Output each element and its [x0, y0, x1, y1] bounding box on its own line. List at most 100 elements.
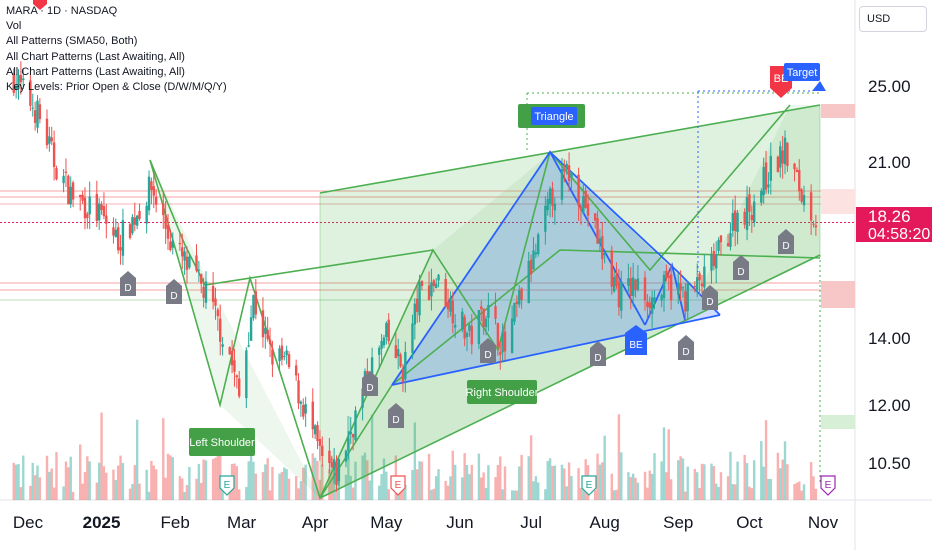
candle — [748, 194, 751, 212]
volume-bar — [601, 462, 604, 500]
candle — [387, 319, 390, 342]
candle — [686, 283, 689, 312]
candle — [332, 459, 336, 470]
volume-bar — [138, 483, 141, 500]
candle — [669, 274, 673, 301]
candle — [48, 136, 51, 144]
volume-bar — [510, 490, 514, 500]
volume-bar — [31, 462, 34, 500]
volume-bar — [249, 452, 253, 500]
volume-bar — [610, 473, 613, 500]
volume-bar — [477, 453, 481, 500]
candle — [211, 285, 215, 302]
volume-bar — [660, 461, 663, 500]
volume-bar — [387, 489, 390, 500]
volume-bar — [121, 463, 125, 500]
candle — [586, 203, 590, 216]
candle — [69, 186, 72, 205]
volume-bar — [14, 464, 18, 500]
right-shoulder-label: Right Shoulder — [466, 380, 539, 404]
volume-bar — [169, 455, 172, 500]
candle — [88, 196, 91, 215]
candle — [349, 431, 352, 435]
key-level-tag — [821, 415, 855, 429]
price-tick-label: 14.00 — [868, 329, 911, 348]
volume-bar — [579, 488, 583, 500]
candle — [470, 325, 473, 345]
candle — [233, 360, 236, 372]
candle — [183, 251, 186, 261]
volume-bar — [537, 482, 540, 500]
candle — [715, 254, 718, 269]
candle — [427, 285, 431, 301]
volume-bar — [202, 459, 205, 500]
candle — [116, 227, 120, 251]
candle — [202, 286, 205, 298]
candle — [449, 297, 452, 312]
target-label-tail — [812, 81, 826, 91]
neckline-left — [149, 159, 434, 286]
earnings-shape — [219, 475, 235, 496]
volume-bar — [313, 457, 317, 500]
volume-bar — [399, 489, 402, 500]
wedge-upper-line — [319, 104, 821, 194]
candle — [318, 439, 322, 446]
candle — [518, 290, 521, 305]
candle — [767, 184, 770, 188]
volume-bar — [22, 455, 25, 500]
d-marker-label: D — [594, 353, 601, 364]
volume-bar — [86, 456, 89, 500]
candle — [515, 301, 519, 304]
volume-bar — [567, 462, 571, 500]
right-shoulder-line — [319, 249, 821, 499]
candle — [579, 206, 583, 210]
volume-bar — [214, 457, 217, 500]
candle — [527, 260, 530, 303]
volume-bar — [432, 488, 436, 500]
volume-bar — [513, 490, 516, 500]
earnings-marker: E — [390, 475, 406, 496]
candle — [752, 201, 756, 223]
candle — [100, 204, 103, 211]
volume-bar — [783, 441, 787, 500]
volume-bar — [814, 488, 818, 500]
candle — [36, 100, 39, 128]
candle — [264, 327, 267, 334]
left-shoulder-label: Left Shoulder — [189, 428, 255, 456]
volume-bar — [197, 463, 201, 500]
currency-selector[interactable]: USD — [859, 6, 927, 32]
candle — [33, 110, 37, 123]
volume-bar — [570, 475, 573, 500]
candle — [287, 354, 291, 368]
volume-bar — [385, 471, 388, 500]
candle — [52, 142, 56, 167]
candle — [361, 388, 364, 408]
left-shoulder-label-box — [189, 428, 255, 456]
candle — [650, 297, 654, 314]
time-tick-label: Aug — [590, 513, 620, 532]
price-tick-label: 25.00 — [868, 77, 911, 96]
target-label-text: Target — [787, 67, 818, 79]
candle — [615, 274, 618, 286]
volume-bar — [266, 458, 269, 500]
candle — [330, 462, 333, 468]
volume-bar — [427, 453, 431, 500]
candle — [465, 333, 469, 337]
volume-bar — [798, 481, 801, 500]
volume-bar — [593, 490, 597, 500]
time-tick-label: May — [370, 513, 403, 532]
volume-bar — [183, 491, 186, 500]
candle — [453, 324, 457, 328]
volume-bar — [582, 482, 585, 500]
volume-bar — [382, 458, 386, 500]
candle — [351, 434, 355, 438]
candle — [370, 357, 374, 381]
candle — [399, 354, 402, 367]
volume-bar — [128, 488, 132, 500]
candle — [636, 278, 640, 290]
candle — [119, 247, 122, 251]
candle — [254, 291, 258, 315]
candle — [316, 425, 319, 442]
candle — [344, 450, 348, 462]
